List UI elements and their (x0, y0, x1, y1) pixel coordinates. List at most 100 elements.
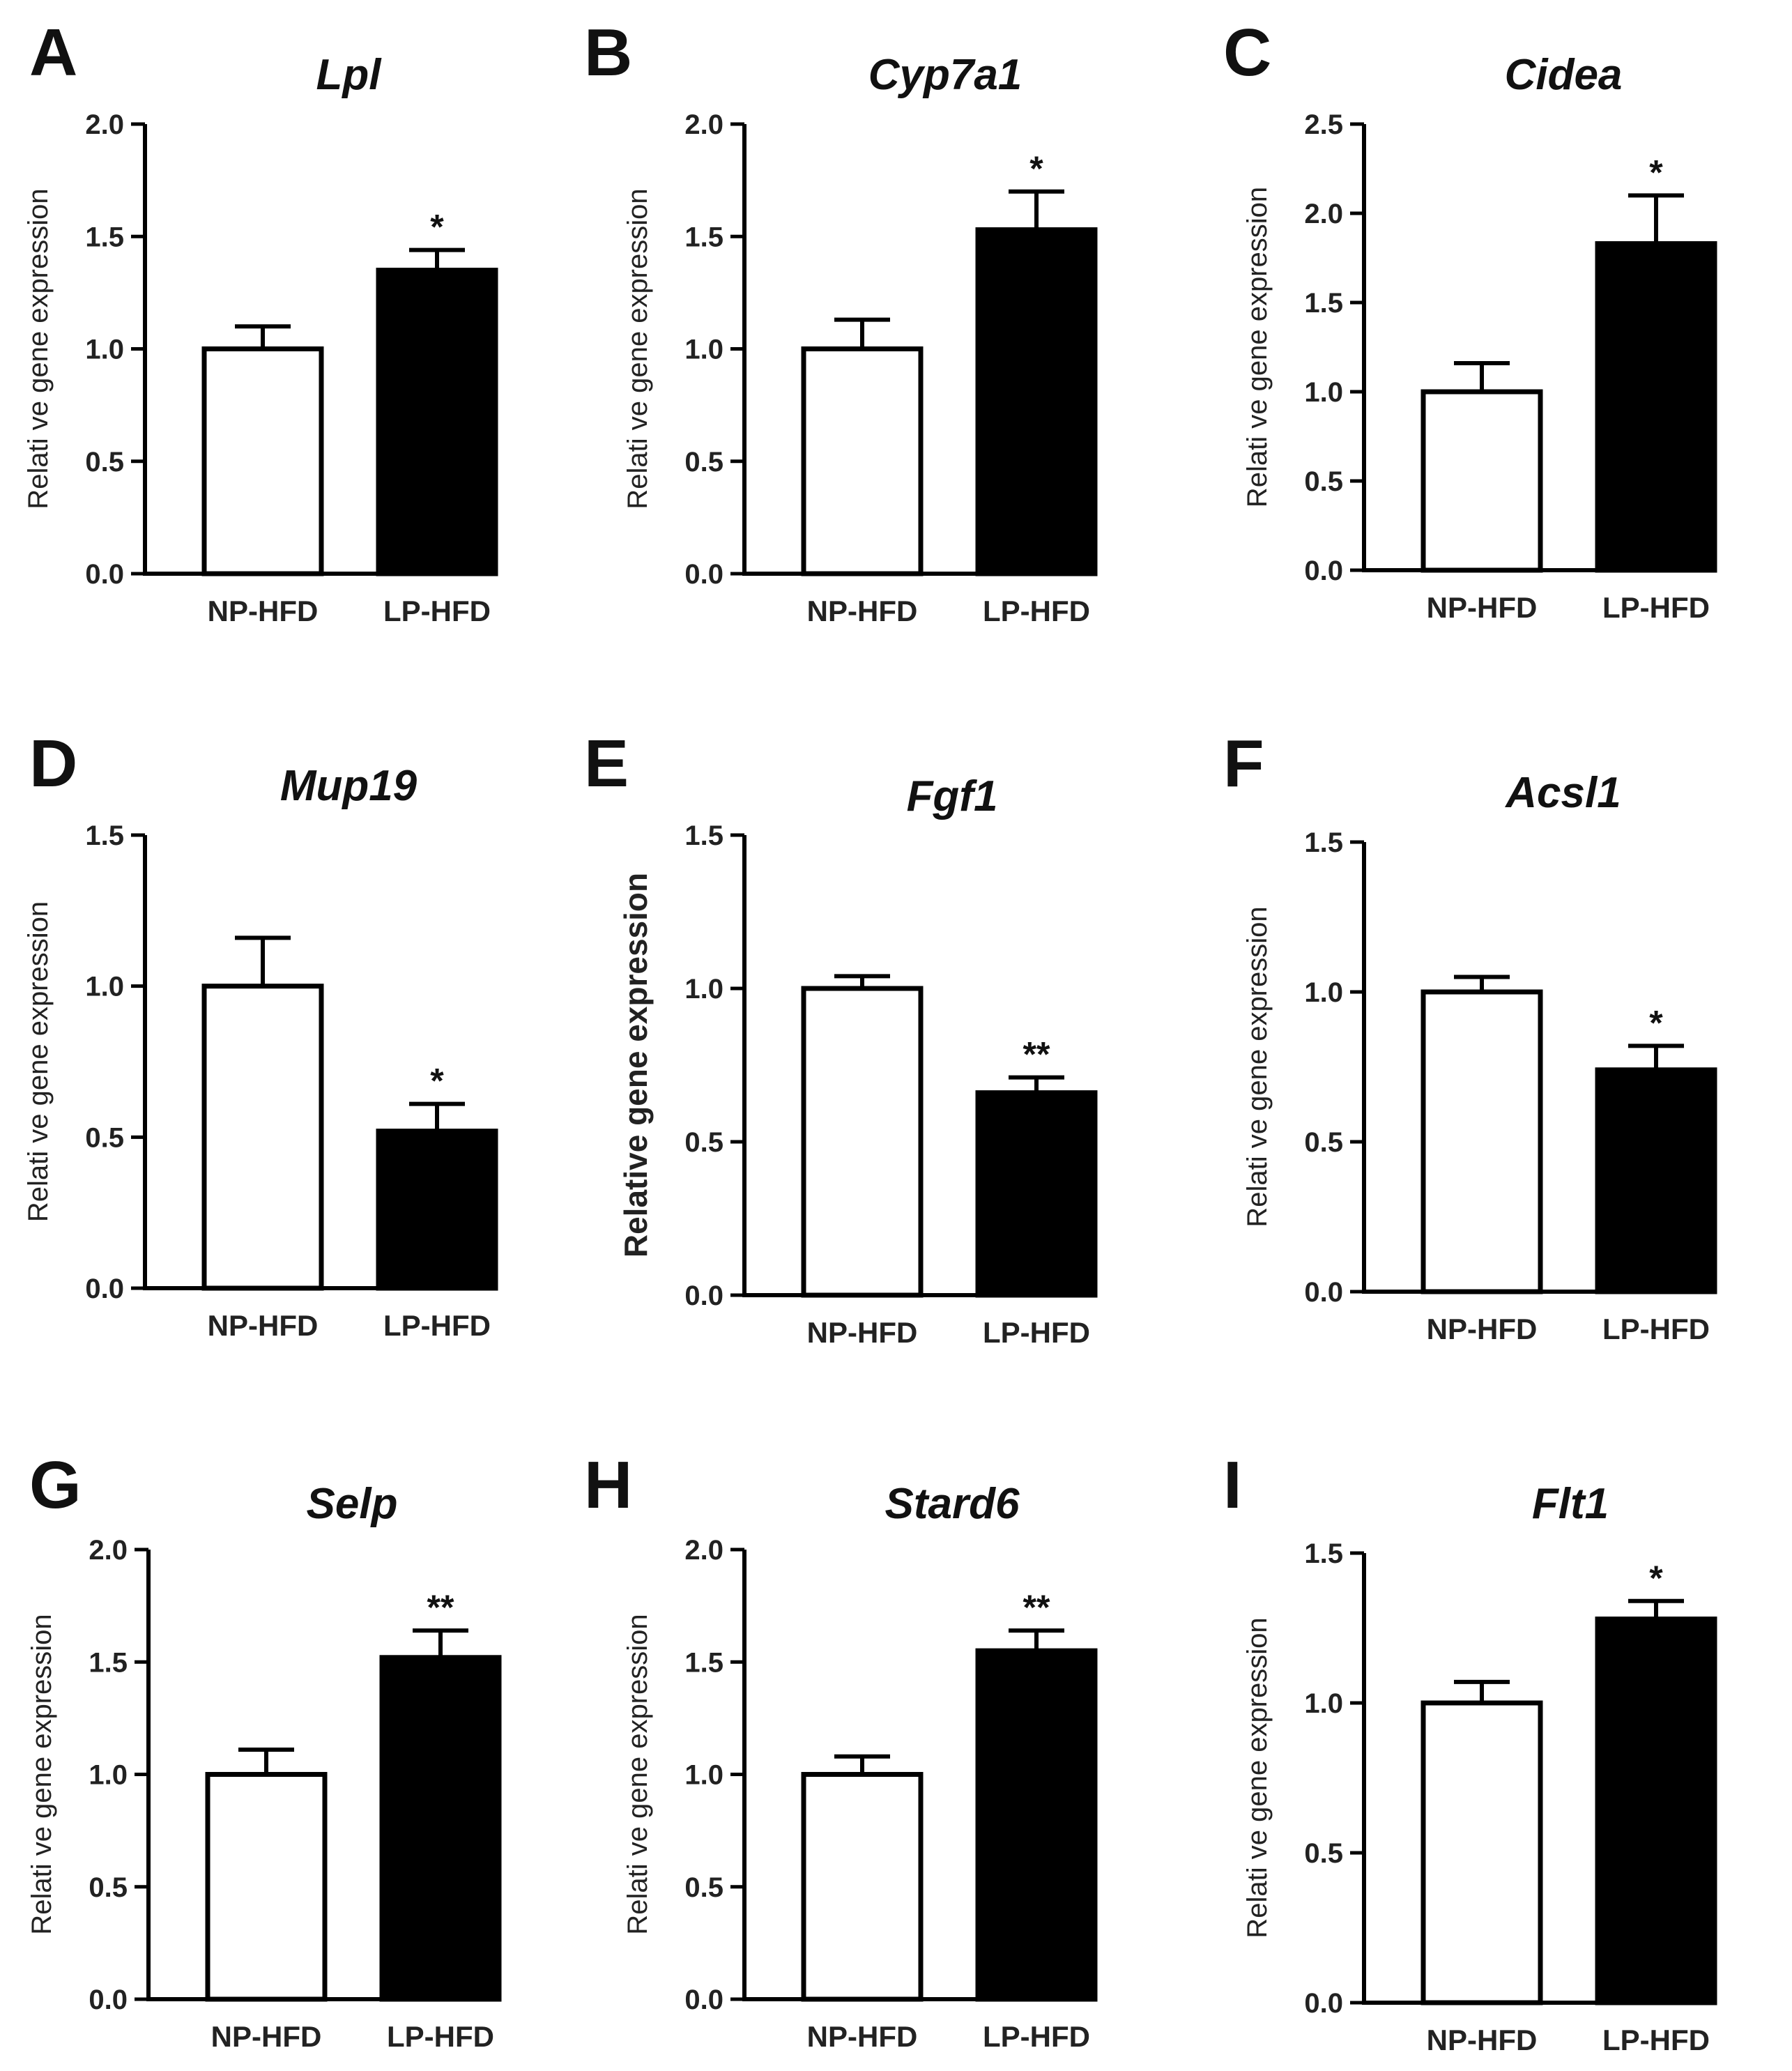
chart-title: Cyp7a1 (868, 51, 1023, 99)
category-label: NP-HFD (1427, 1313, 1538, 1345)
bar-lp-hfd (975, 227, 1098, 576)
bar-lp-hfd (1595, 241, 1717, 573)
category-label: NP-HFD (807, 2020, 918, 2053)
panel-label: G (29, 1448, 82, 1522)
y-axis-label: Relative gene expression (618, 873, 654, 1258)
category-label: NP-HFD (807, 1316, 918, 1349)
category-label: NP-HFD (807, 595, 918, 627)
bar-lp-hfd (379, 1655, 502, 2002)
bar-np-hfd (201, 346, 324, 576)
y-tick-label: 1.5 (684, 820, 723, 851)
panel-label: E (584, 726, 629, 801)
bar-lp-hfd (975, 1090, 1098, 1298)
category-label: NP-HFD (1427, 2024, 1538, 2056)
y-tick-label: 1.0 (1304, 1688, 1343, 1719)
panel-label: I (1223, 1448, 1242, 1522)
y-tick-label: 0.0 (684, 1281, 723, 1311)
category-label: NP-HFD (1427, 591, 1538, 624)
y-axis-label: Relati ve gene expression (622, 188, 653, 509)
y-tick-label: 2.0 (89, 1535, 128, 1566)
bar-lp-hfd (376, 1129, 498, 1291)
y-tick-label: 1.0 (684, 335, 723, 365)
y-tick-label: 0.0 (1304, 1277, 1343, 1308)
chart-title: Stard6 (885, 1480, 1020, 1528)
y-tick-label: 1.0 (1304, 377, 1343, 408)
chart-title: Mup19 (280, 762, 418, 810)
panel-label: F (1223, 726, 1264, 801)
y-tick-label: 2.0 (684, 1535, 723, 1566)
y-tick-label: 2.0 (1304, 199, 1343, 229)
y-tick-label: 0.5 (1304, 1127, 1343, 1158)
y-axis-label: Relati ve gene expression (26, 1614, 57, 1934)
significance-marker: * (1649, 1003, 1663, 1042)
bar-np-hfd (1420, 389, 1543, 573)
y-tick-label: 0.5 (85, 1122, 124, 1153)
bar-np-hfd (801, 346, 924, 576)
y-tick-label: 1.5 (1304, 827, 1343, 858)
y-tick-label: 0.0 (1304, 556, 1343, 586)
y-tick-label: 0.5 (684, 447, 723, 477)
category-label: LP-HFD (1602, 1313, 1710, 1345)
y-axis-label: Relati ve gene expression (622, 1614, 653, 1934)
chart-title: Acsl1 (1504, 769, 1621, 817)
panel-label: H (584, 1448, 632, 1522)
bar-lp-hfd (1595, 1067, 1717, 1294)
panel-label: A (29, 15, 77, 90)
y-tick-label: 1.5 (85, 820, 124, 851)
significance-marker: ** (427, 1588, 454, 1627)
significance-marker: * (1029, 149, 1043, 188)
y-tick-label: 1.5 (1304, 288, 1343, 319)
bar-np-hfd (801, 1772, 924, 2002)
category-label: NP-HFD (208, 1309, 319, 1342)
chart-title: Flt1 (1532, 1480, 1609, 1528)
significance-marker: ** (1023, 1588, 1050, 1627)
bar-lp-hfd (1595, 1617, 1717, 2005)
category-label: LP-HFD (1602, 2024, 1710, 2056)
chart-title: Selp (307, 1480, 398, 1528)
y-tick-label: 1.5 (1304, 1538, 1343, 1569)
bar-lp-hfd (975, 1648, 1098, 2002)
y-tick-label: 0.0 (684, 1985, 723, 2015)
y-tick-label: 0.5 (684, 1872, 723, 1903)
y-axis-label: Relati ve gene expression (23, 188, 54, 509)
y-tick-label: 1.5 (89, 1647, 128, 1678)
significance-marker: * (430, 1062, 444, 1101)
category-label: LP-HFD (387, 2020, 494, 2053)
y-tick-label: 0.0 (684, 559, 723, 590)
category-label: LP-HFD (383, 1309, 491, 1342)
chart-title: Lpl (316, 51, 383, 99)
y-tick-label: 1.5 (684, 1647, 723, 1678)
y-tick-label: 0.0 (89, 1985, 128, 2015)
significance-marker: * (430, 208, 444, 247)
y-tick-label: 1.0 (684, 974, 723, 1004)
y-tick-label: 1.5 (684, 222, 723, 252)
panel-label: B (584, 15, 632, 90)
y-tick-label: 1.0 (1304, 977, 1343, 1008)
y-axis-label: Relati ve gene expression (1242, 187, 1273, 507)
category-label: LP-HFD (383, 595, 491, 627)
y-tick-label: 1.0 (684, 1760, 723, 1791)
bar-np-hfd (1420, 989, 1543, 1294)
y-tick-label: 1.0 (89, 1760, 128, 1791)
category-label: NP-HFD (211, 2020, 322, 2053)
y-tick-label: 0.0 (85, 1274, 124, 1304)
bar-np-hfd (801, 986, 924, 1298)
y-axis-label: Relati ve gene expression (1242, 906, 1273, 1227)
y-tick-label: 2.0 (85, 109, 124, 140)
y-tick-label: 1.5 (85, 222, 124, 252)
y-tick-label: 0.5 (1304, 466, 1343, 497)
panel-label: D (29, 726, 77, 801)
significance-marker: * (1649, 153, 1663, 192)
category-label: NP-HFD (208, 595, 319, 627)
y-tick-label: 1.0 (85, 335, 124, 365)
chart-title: Cidea (1505, 51, 1623, 99)
significance-marker: ** (1023, 1035, 1050, 1074)
category-label: LP-HFD (983, 595, 1090, 627)
y-tick-label: 2.5 (1304, 109, 1343, 140)
bar-np-hfd (201, 984, 324, 1291)
bar-lp-hfd (376, 268, 498, 576)
y-axis-label: Relati ve gene expression (1242, 1617, 1273, 1938)
y-tick-label: 0.0 (1304, 1988, 1343, 2019)
y-tick-label: 0.5 (89, 1872, 128, 1903)
category-label: LP-HFD (983, 2020, 1090, 2053)
